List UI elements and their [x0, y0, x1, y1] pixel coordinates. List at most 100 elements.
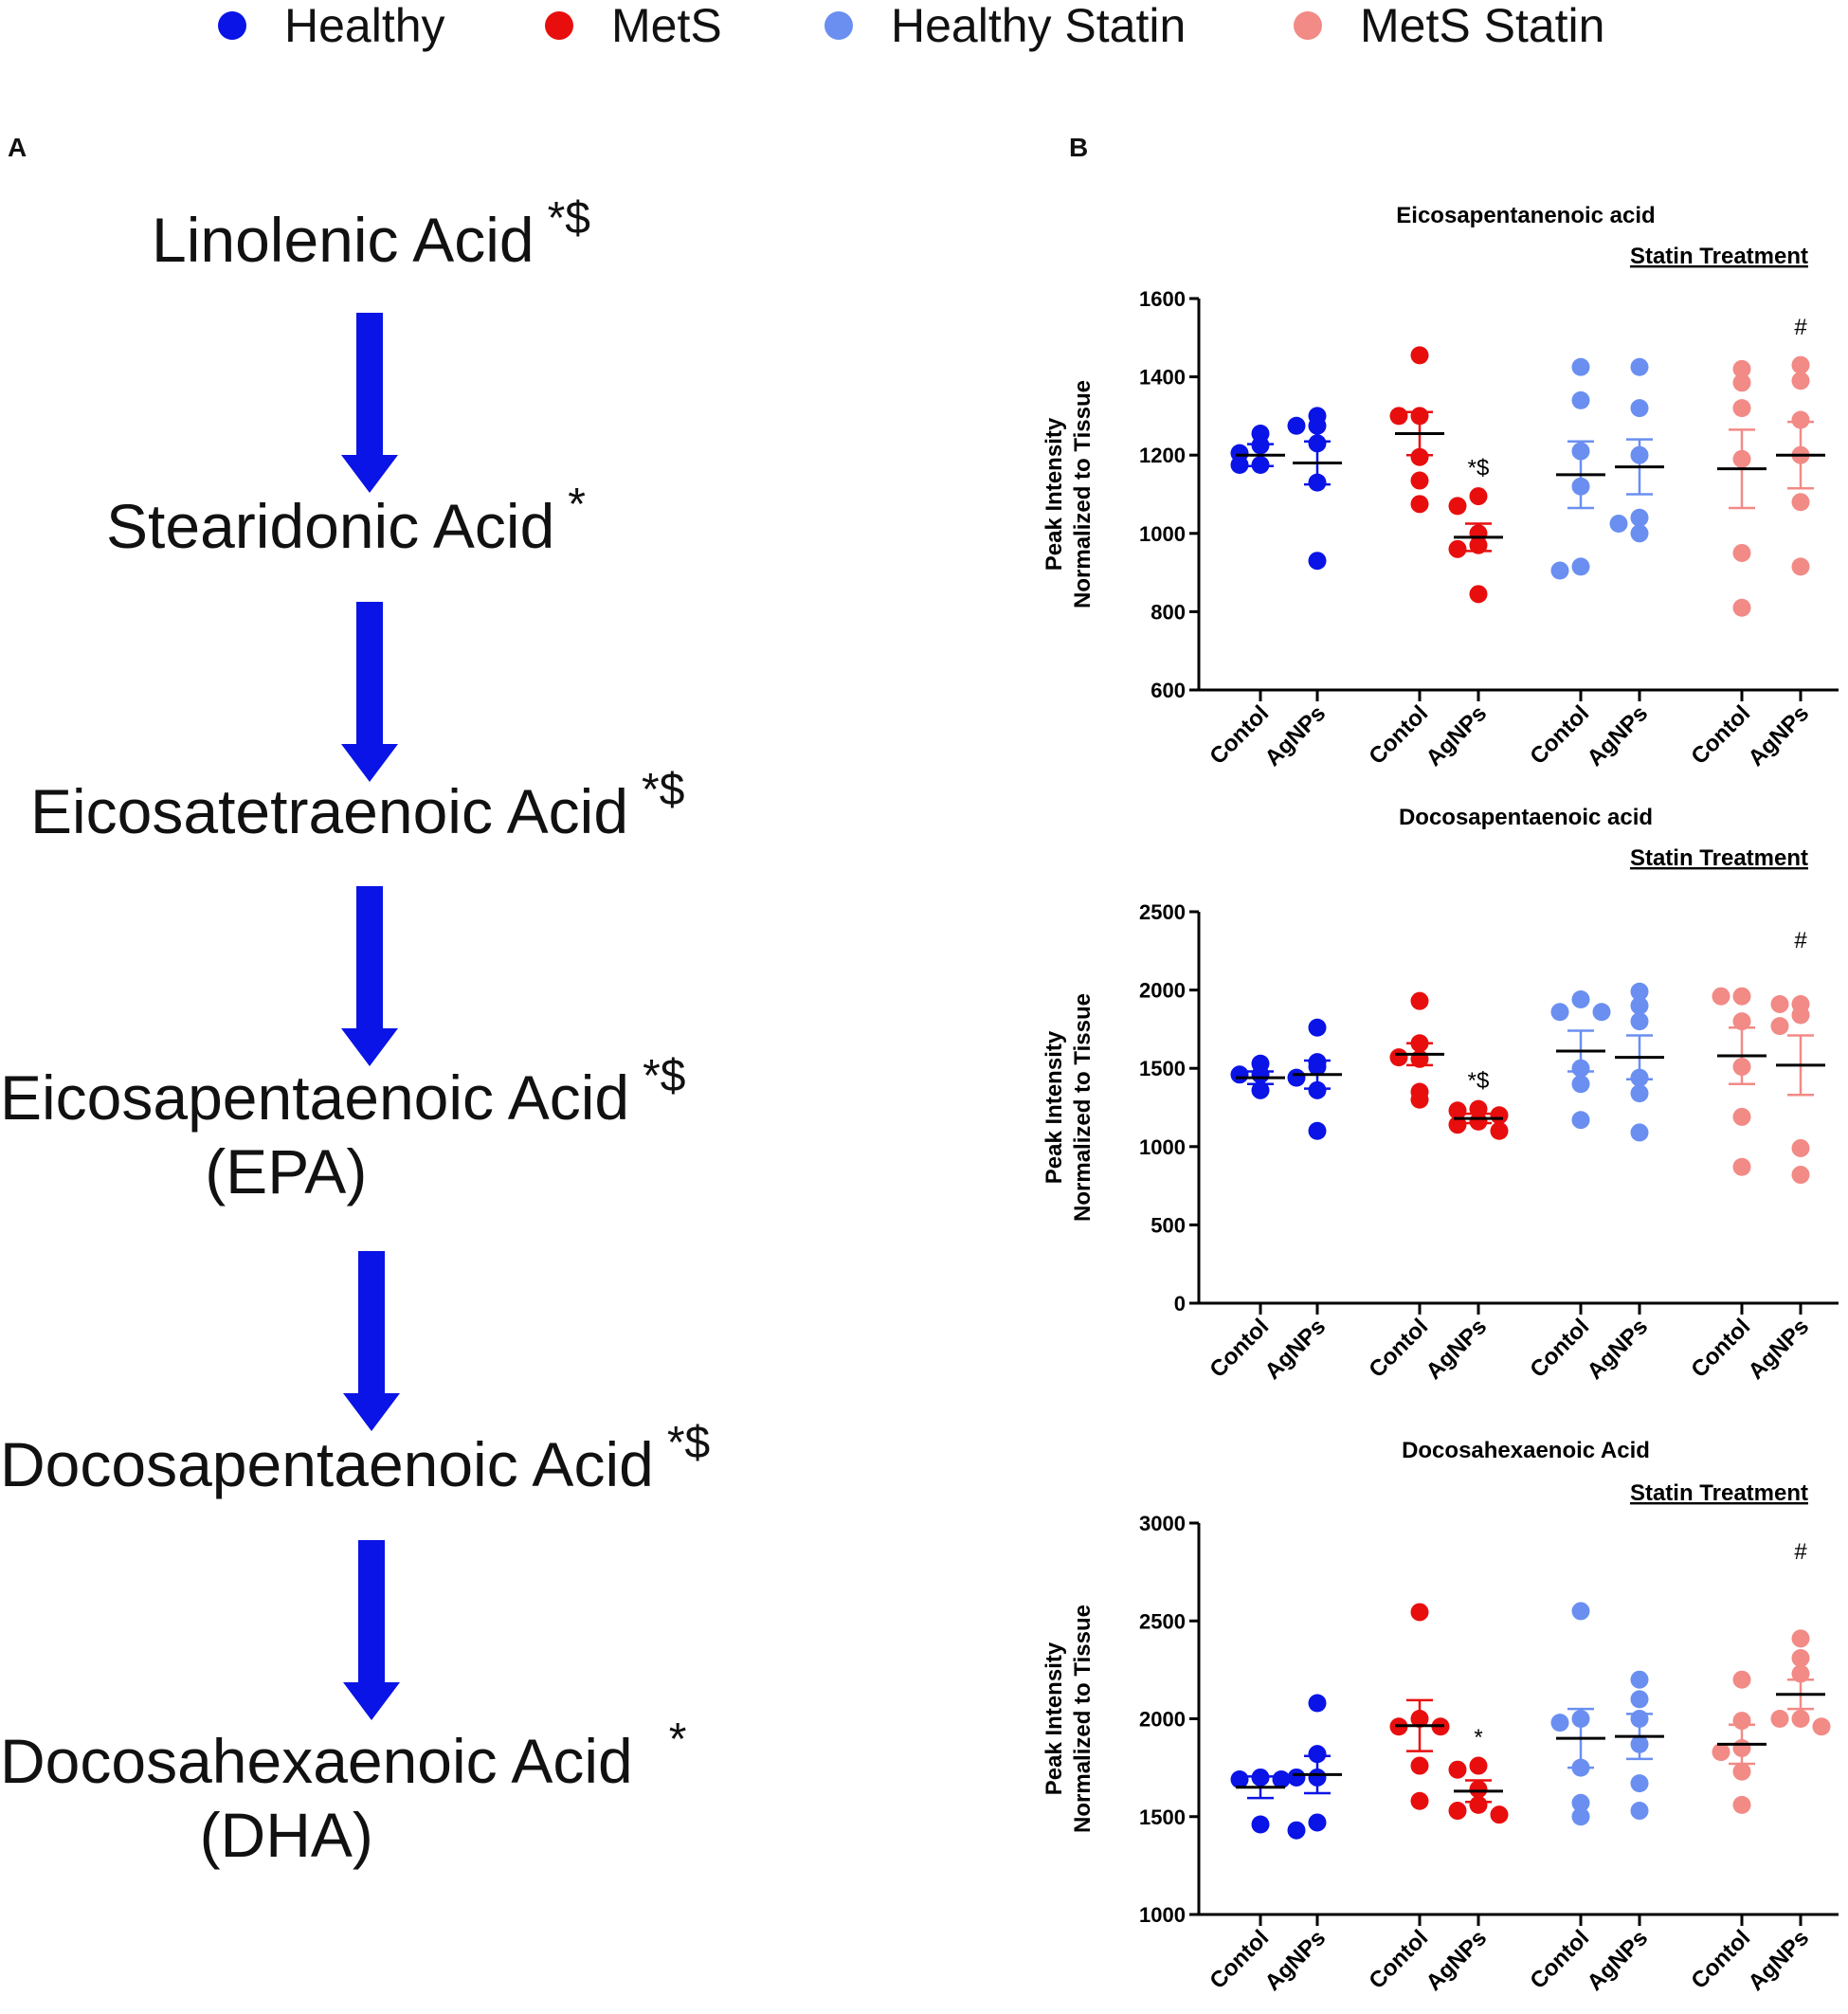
data-point — [1571, 1807, 1590, 1826]
legend-dot-healthy-statin — [824, 11, 853, 40]
data-point — [1308, 1018, 1327, 1037]
data-point — [1791, 1138, 1810, 1157]
data-group-4 — [1550, 990, 1611, 1130]
legend-item-healthy-statin: Healthy Statin — [824, 0, 1186, 52]
x-tick-label: AgNPs — [1422, 1314, 1493, 1385]
data-point — [1571, 990, 1590, 1009]
data-point — [1791, 557, 1810, 576]
legend-dot-mets — [545, 11, 573, 40]
data-group-5 — [1615, 982, 1664, 1142]
y-axis-label-line1: Peak Intensity — [1042, 1030, 1067, 1184]
data-point — [1712, 987, 1730, 1006]
chart-subtitle: Statin Treatment — [1630, 1480, 1808, 1506]
data-point — [1732, 598, 1751, 617]
significance-label: *$ — [1468, 456, 1490, 481]
data-point — [1571, 1111, 1590, 1130]
panel-b-label: B — [1069, 133, 1089, 162]
x-tick-label: AgNPs — [1260, 1925, 1332, 1996]
data-point — [1630, 524, 1649, 543]
x-tick-label: Contol — [1364, 700, 1433, 770]
y-tick-label: 1000 — [1139, 1135, 1186, 1159]
data-point — [1791, 1006, 1810, 1025]
data-point — [1732, 359, 1751, 378]
data-group-6 — [1712, 987, 1766, 1176]
data-point — [1791, 372, 1810, 390]
data-group-6 — [1712, 1670, 1766, 1814]
legend-label-healthy: Healthy — [284, 0, 445, 52]
significance-mark: * — [568, 480, 586, 530]
data-point — [1448, 1116, 1467, 1134]
data-group-0 — [1230, 1054, 1285, 1099]
pathway-step-name: Eicosapentaenoic Acid — [0, 1062, 630, 1133]
y-tick-label: 2500 — [1139, 1609, 1186, 1633]
data-point — [1550, 1714, 1569, 1733]
legend-label-healthy-statin: Healthy Statin — [891, 0, 1187, 52]
arrow-down-icon — [343, 1251, 400, 1431]
x-tick-label: Contol — [1525, 700, 1594, 770]
y-tick-label: 1000 — [1139, 522, 1186, 546]
x-tick-label: AgNPs — [1744, 1925, 1815, 1996]
data-point — [1732, 373, 1751, 392]
y-tick-label: 500 — [1150, 1213, 1186, 1237]
data-group-7: # — [1770, 1539, 1831, 1736]
data-point — [1308, 552, 1327, 571]
data-point — [1490, 1121, 1509, 1140]
data-point — [1592, 1003, 1611, 1022]
data-point — [1791, 1664, 1810, 1683]
legend-item-healthy: Healthy — [218, 0, 445, 52]
data-group-2 — [1389, 991, 1444, 1109]
data-point — [1410, 1791, 1429, 1810]
data-point — [1732, 987, 1751, 1006]
data-point — [1410, 471, 1429, 490]
significance-label: * — [1474, 1725, 1482, 1751]
data-point — [1630, 508, 1649, 527]
data-point — [1770, 994, 1789, 1013]
x-tick-label: Contol — [1205, 1314, 1274, 1383]
data-point — [1550, 561, 1569, 580]
x-tick-label: AgNPs — [1422, 1925, 1493, 1996]
data-group-1 — [1287, 407, 1342, 571]
data-point — [1308, 1745, 1327, 1764]
arrow-down-icon — [341, 313, 398, 493]
legend-label-mets: MetS — [611, 0, 722, 52]
data-point — [1630, 996, 1649, 1015]
y-tick-label: 1500 — [1139, 1057, 1186, 1080]
pathway-step-name: Eicosatetraenoic Acid — [30, 776, 629, 846]
data-group-0 — [1230, 1768, 1291, 1834]
x-tick-label: Contol — [1364, 1925, 1433, 1994]
y-tick-label: 1200 — [1139, 444, 1186, 467]
y-axis-label-line2: Normalized to Tissue — [1070, 380, 1096, 608]
data-group-3: *$ — [1448, 456, 1503, 604]
data-group-2 — [1389, 1603, 1450, 1810]
y-axis-label-line2: Normalized to Tissue — [1070, 1605, 1096, 1833]
pathway-step-stearidonic: Stearidonic Acid * — [106, 482, 586, 558]
data-point — [1571, 557, 1590, 576]
data-point — [1308, 416, 1327, 435]
significance-label: *$ — [1468, 1068, 1490, 1094]
y-tick-label: 1000 — [1139, 1903, 1186, 1927]
data-point — [1410, 1756, 1429, 1775]
data-point — [1469, 1756, 1488, 1775]
data-group-4 — [1550, 357, 1605, 580]
data-point — [1712, 1743, 1730, 1762]
data-point — [1770, 1710, 1789, 1728]
data-point — [1448, 497, 1467, 516]
data-group-7: # — [1770, 928, 1825, 1185]
pathway-step-docosapentaenoic: Docosapentaenoic Acid *$ — [0, 1421, 710, 1497]
data-point — [1251, 1080, 1270, 1099]
data-point — [1791, 1648, 1810, 1667]
data-point — [1732, 399, 1751, 418]
data-group-1 — [1287, 1694, 1342, 1840]
legend-item-mets-statin: MetS Statin — [1294, 0, 1604, 52]
x-tick-label: AgNPs — [1583, 700, 1654, 771]
data-point — [1571, 1075, 1590, 1094]
data-point — [1308, 1121, 1327, 1140]
data-point — [1571, 1602, 1590, 1621]
data-group-5 — [1615, 1670, 1664, 1821]
significance-label: # — [1794, 928, 1807, 953]
panel-a-label: A — [8, 133, 27, 162]
pathway-step-abbr: (DHA) — [199, 1800, 373, 1870]
data-point — [1448, 1802, 1467, 1821]
x-tick-label: Contol — [1525, 1925, 1594, 1994]
data-point — [1469, 487, 1488, 506]
